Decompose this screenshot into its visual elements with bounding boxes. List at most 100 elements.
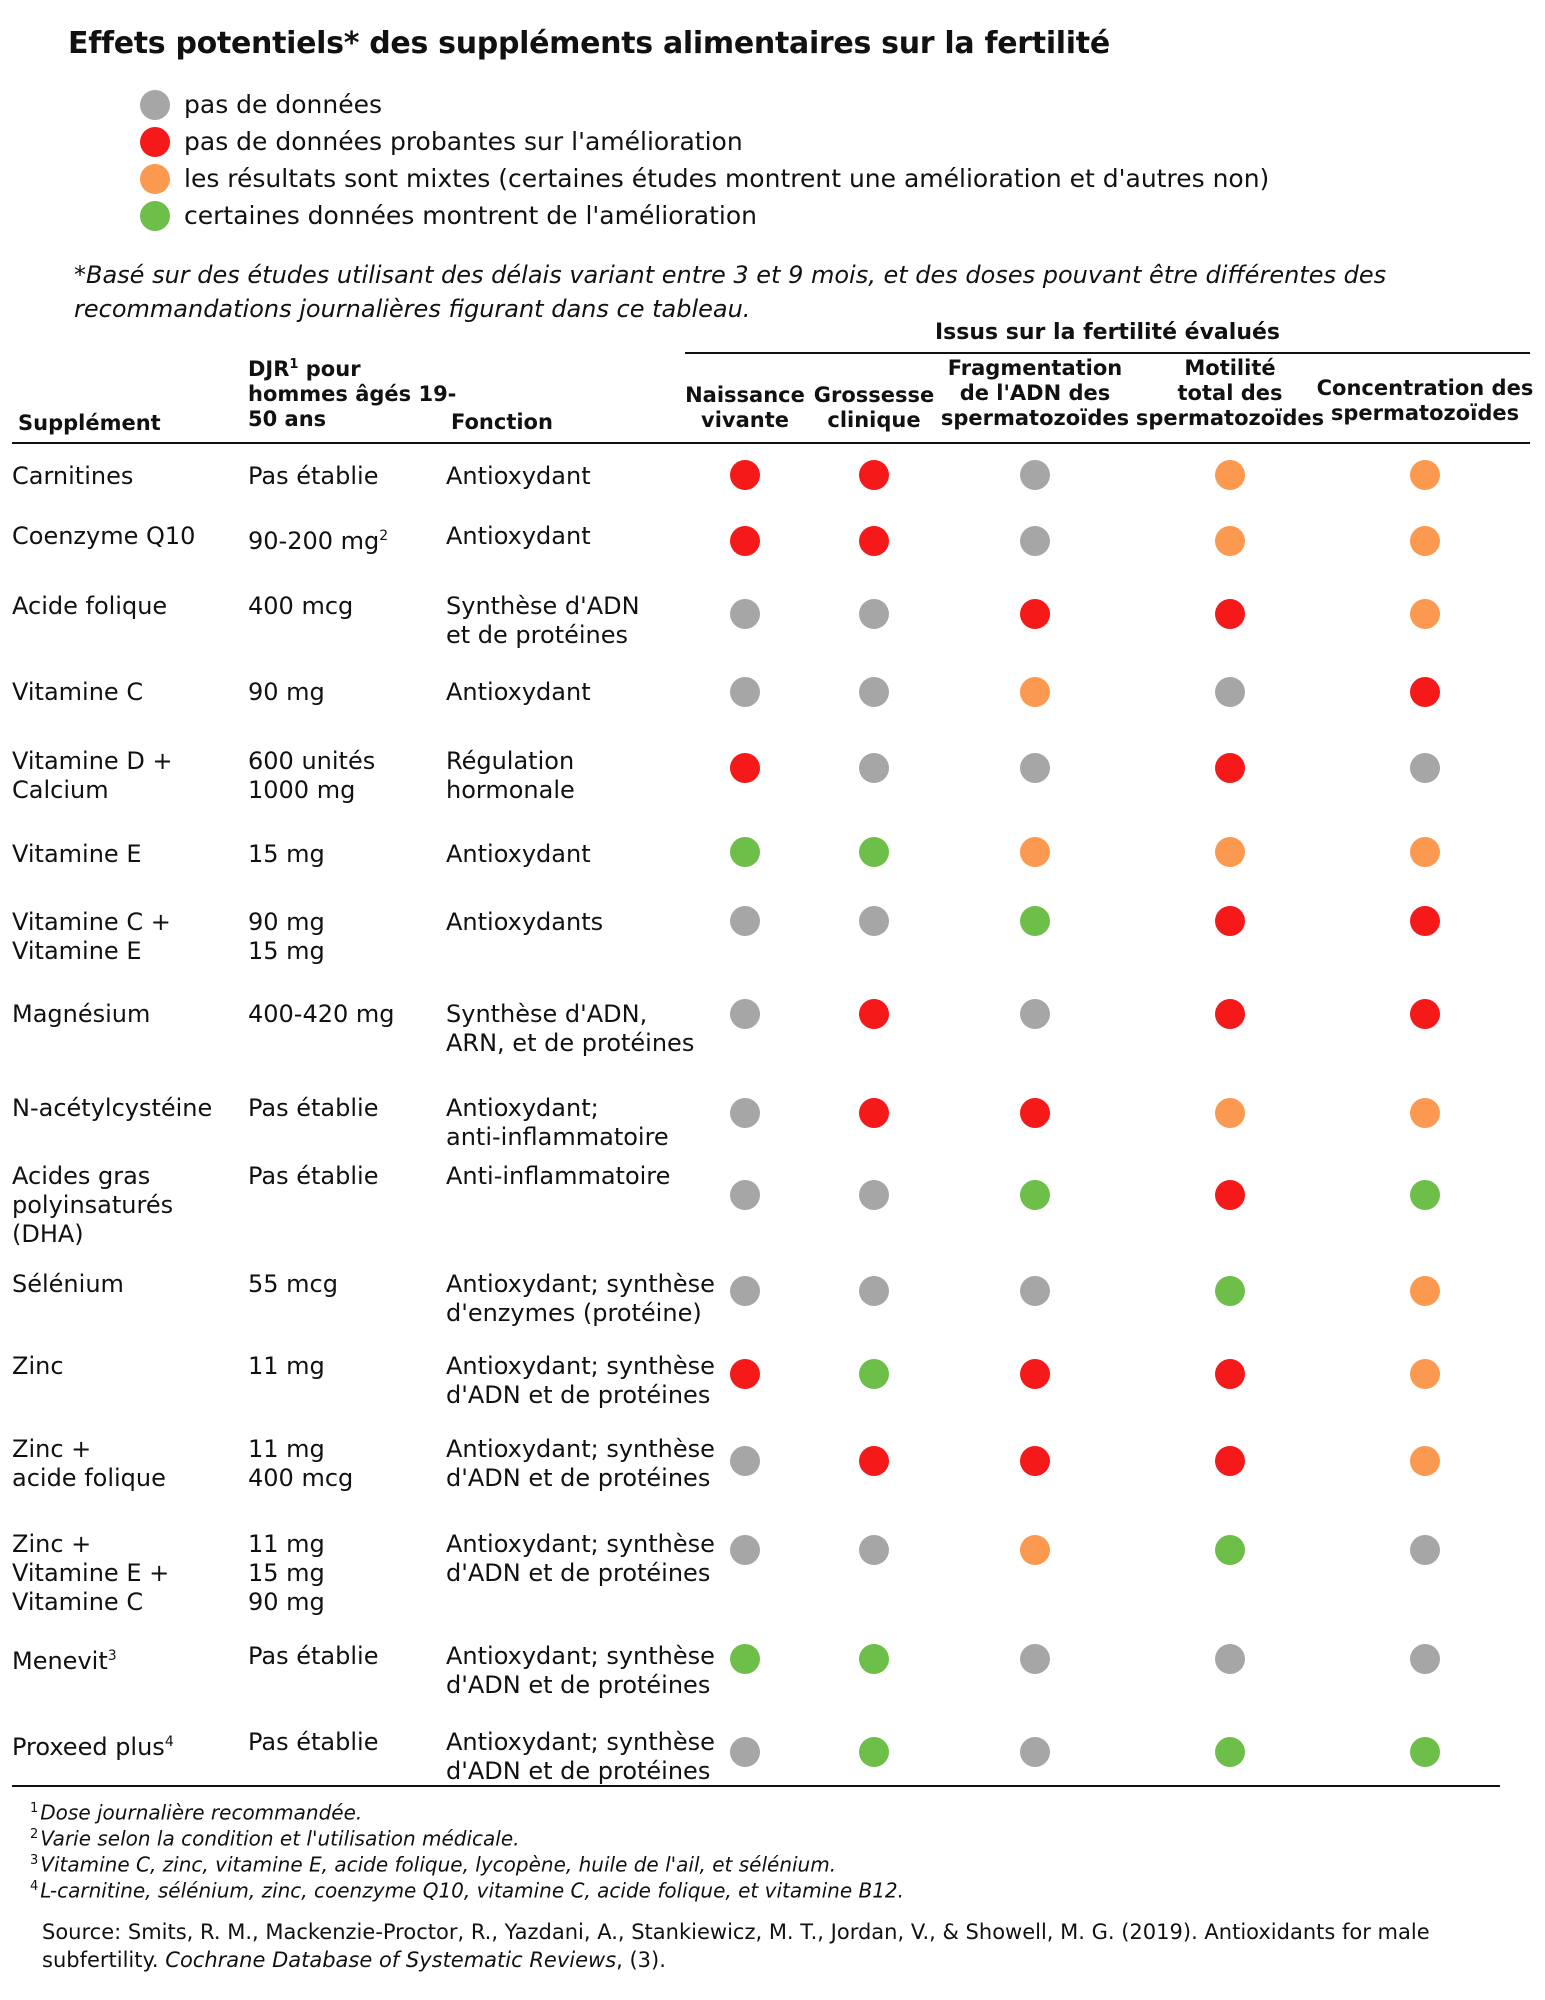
outcome-dot-red	[730, 460, 760, 490]
footnote: 1 Dose journalière recommandée.	[30, 1796, 904, 1825]
header-outcome-5: Concentration des spermatozoïdes	[1316, 376, 1534, 425]
supplement-name-text: Vitamine D + Calcium	[12, 747, 173, 804]
outcome-dot-green	[1215, 1276, 1245, 1306]
outcome-dot-red	[1020, 1098, 1050, 1128]
outcome-dot-red	[859, 1098, 889, 1128]
djr-value-text: Pas établie	[248, 1728, 379, 1756]
outcome-dot-gray	[1215, 677, 1245, 707]
legend-dot-gray	[140, 89, 170, 120]
djr-value-text: Pas établie	[248, 1642, 379, 1670]
supplement-name: Vitamine C	[12, 678, 143, 707]
header-djr-rest: pour hommes âgés 19- 50 ans	[248, 357, 457, 431]
outcome-dot-red	[1020, 599, 1050, 629]
outcome-dot-gray	[1020, 1644, 1050, 1674]
outcome-dot-orange	[1215, 460, 1245, 490]
supplement-name-text: Vitamine C	[12, 678, 144, 706]
outcome-dot-green	[1410, 1180, 1440, 1210]
legend-dot-green	[140, 200, 170, 231]
method-note: *Basé sur des études utilisant des délai…	[74, 261, 1387, 323]
djr-value: 90-200 mg2	[248, 522, 388, 556]
outcome-dot-green	[1020, 906, 1050, 936]
outcome-dot-gray	[859, 1180, 889, 1210]
outcome-dot-red	[730, 526, 760, 556]
djr-value: 400 mcg	[248, 592, 353, 621]
legend-label: certaines données montrent de l'améliora…	[184, 201, 757, 230]
source-journal: Cochrane Database of Systematic Reviews	[165, 1948, 617, 1972]
group-header-rule	[685, 352, 1530, 354]
outcome-dot-gray	[859, 1535, 889, 1565]
outcome-dot-red	[859, 1446, 889, 1476]
legend-label: pas de données probantes sur l'améliorat…	[184, 127, 743, 156]
supplement-name: Vitamine E	[12, 840, 142, 869]
outcome-dot-orange	[1020, 1535, 1050, 1565]
outcome-dot-gray	[859, 1276, 889, 1306]
footnotes: 1 Dose journalière recommandée. 2 Varie sel…	[30, 1796, 905, 1903]
header-outcome-2: Grossesse clinique	[813, 383, 935, 432]
function-text: Antioxydant; synthèse d'ADN et de protéi…	[446, 1530, 715, 1587]
outcome-dot-gray	[859, 753, 889, 783]
outcome-dot-green	[1215, 1535, 1245, 1565]
source-citation: Source: Smits, R. M., Mackenzie-Proctor,…	[42, 1918, 1502, 1974]
outcome-dot-orange	[1410, 526, 1440, 556]
function-text: Anti-inflammatoire	[446, 1162, 671, 1190]
djr-value-text: 55 mcg	[248, 1270, 338, 1298]
outcome-dot-gray	[1020, 1737, 1050, 1767]
header-function: Fonction	[451, 410, 553, 434]
outcome-dot-red	[859, 526, 889, 556]
outcome-dot-red	[1215, 999, 1245, 1029]
outcome-dot-red	[1215, 1446, 1245, 1476]
footnote-text: Varie selon la condition et l'utilisatio…	[40, 1826, 520, 1851]
footnote-number: 3	[30, 1853, 39, 1868]
outcome-dot-green	[730, 837, 760, 867]
djr-value: Pas établie	[248, 1162, 378, 1191]
legend-dot-orange	[140, 163, 170, 194]
djr-value-text: 90-200 mg	[248, 527, 380, 555]
footnote: 2 Varie selon la condition et l'utilisati…	[30, 1822, 904, 1851]
outcome-dot-orange	[1410, 1359, 1440, 1389]
supplement-name: Zinc + acide folique	[12, 1435, 166, 1493]
djr-value-text: 400 mcg	[248, 592, 354, 620]
djr-value: Pas établie	[248, 1642, 378, 1671]
outcome-dot-red	[1020, 1359, 1050, 1389]
outcome-dot-red	[1020, 1446, 1050, 1476]
header-djr-footnote-ref: 1	[289, 357, 299, 372]
outcome-dot-gray	[730, 1098, 760, 1128]
table-bottom-rule	[12, 1785, 1500, 1787]
supplement-name: Vitamine D + Calcium	[12, 747, 173, 805]
legend-item: pas de données	[140, 86, 1269, 123]
header-rule	[12, 442, 1530, 444]
djr-value-text: 90 mg	[248, 678, 325, 706]
page-title: Effets potentiels* des suppléments alime…	[68, 26, 1110, 61]
outcome-dot-orange	[1215, 526, 1245, 556]
djr-value: 90 mg 15 mg	[248, 908, 325, 966]
outcome-dot-red	[859, 999, 889, 1029]
outcome-dot-gray	[730, 677, 760, 707]
supplement-name-text: Magnésium	[12, 1000, 151, 1028]
footnote-number: 2	[30, 1827, 39, 1842]
legend-label: pas de données	[184, 90, 382, 119]
supplement-name-text: Carnitines	[12, 462, 134, 490]
supplement-name: Sélénium	[12, 1270, 124, 1299]
outcome-dot-gray	[1020, 753, 1050, 783]
supplement-name: Acide folique	[12, 592, 167, 621]
supplement-name-text: Vitamine E	[12, 840, 142, 868]
outcome-dot-orange	[1215, 1098, 1245, 1128]
function-text: Antioxydant	[446, 840, 591, 868]
djr-value-text: 90 mg 15 mg	[248, 908, 325, 965]
outcome-dot-orange	[1410, 460, 1440, 490]
footnote-text: Dose journalière recommandée.	[40, 1800, 363, 1825]
outcome-dot-orange	[1410, 1098, 1440, 1128]
outcome-dot-green	[859, 1737, 889, 1767]
supplement-name-text: Zinc + Vitamine E + Vitamine C	[12, 1530, 170, 1616]
legend-item: certaines données montrent de l'améliora…	[140, 197, 1269, 234]
function-text: Antioxydant; synthèse d'ADN et de protéi…	[446, 1728, 715, 1785]
supplement-name-text: N-acétylcystéine	[12, 1094, 213, 1122]
outcome-dot-orange	[1215, 837, 1245, 867]
footnote-text: L-carnitine, sélénium, zinc, coenzyme Q1…	[40, 1878, 905, 1903]
function-text: Antioxydant; synthèse d'enzymes (protéin…	[446, 1270, 715, 1327]
source-suffix: , (3).	[616, 1948, 666, 1972]
function-text: Synthèse d'ADN et de protéines	[446, 592, 640, 649]
footnote: 4 L-carnitine, sélénium, zinc, coenzyme Q…	[30, 1874, 905, 1903]
footnote-ref: 4	[164, 1734, 174, 1750]
function-text: Antioxydant; anti-inflammatoire	[446, 1094, 669, 1151]
